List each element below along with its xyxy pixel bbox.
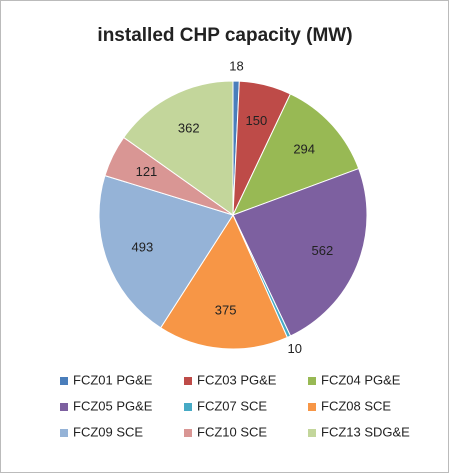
data-label: 562 [312, 243, 334, 258]
data-label: 493 [132, 240, 154, 255]
legend-swatch [60, 429, 68, 437]
legend-label: FCZ05 PG&E [73, 398, 153, 413]
legend-label: FCZ13 SDG&E [321, 424, 410, 439]
data-label: 294 [293, 141, 315, 156]
legend-swatch [184, 429, 192, 437]
legend-label: FCZ08 SCE [321, 398, 391, 413]
pie-slice [123, 80, 234, 216]
legend-swatch [184, 377, 192, 385]
legend-label: FCZ10 SCE [197, 424, 267, 439]
legend-swatch [60, 377, 68, 385]
chart-title: installed CHP capacity (MW) [97, 25, 352, 46]
legend-label: FCZ07 SCE [197, 398, 267, 413]
legend-swatch [308, 429, 316, 437]
data-label: 375 [215, 303, 237, 318]
data-label: 362 [178, 121, 200, 136]
legend-swatch [60, 403, 68, 411]
legend-label: FCZ01 PG&E [73, 372, 153, 387]
legend-label: FCZ03 PG&E [197, 372, 277, 387]
data-label: 18 [229, 58, 243, 73]
data-label: 150 [246, 113, 268, 128]
legend-label: FCZ04 PG&E [321, 372, 401, 387]
legend-label: FCZ09 SCE [73, 424, 143, 439]
data-label: 10 [288, 341, 302, 356]
legend-swatch [184, 403, 192, 411]
legend-swatch [308, 377, 316, 385]
pie-slice [98, 174, 234, 329]
pie-slice [232, 93, 360, 216]
data-label: 121 [136, 164, 158, 179]
pie-slice [232, 167, 368, 337]
pie-slice [159, 213, 289, 350]
legend-swatch [308, 403, 316, 411]
